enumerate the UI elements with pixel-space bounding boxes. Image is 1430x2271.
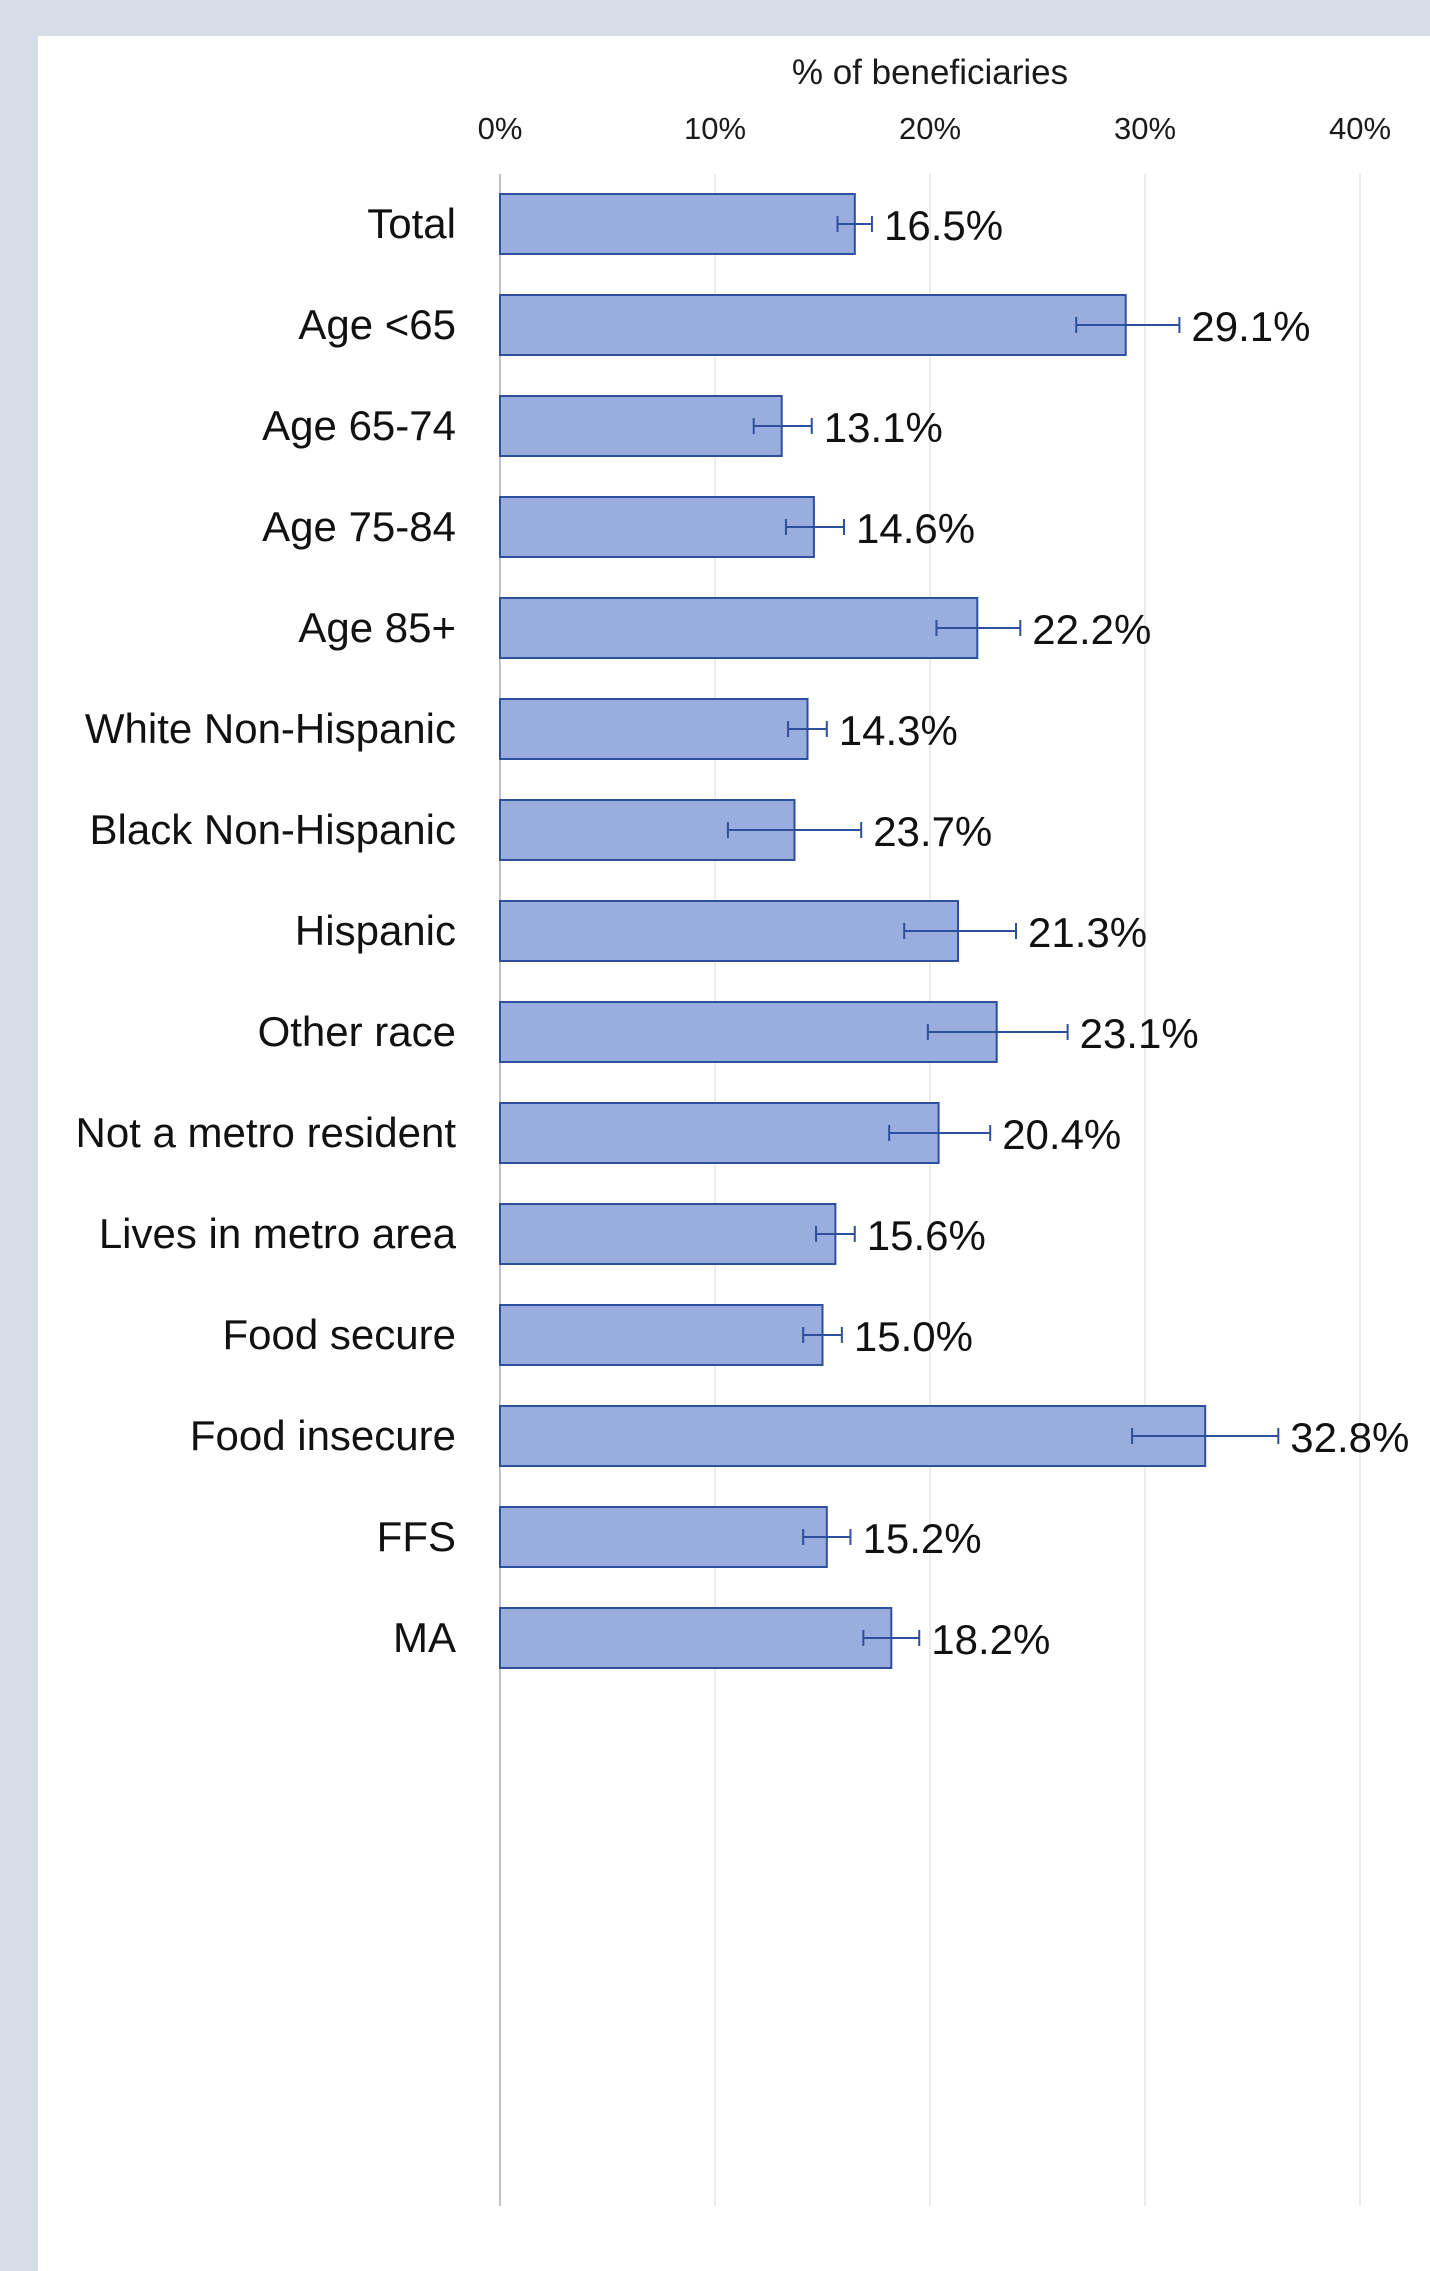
error-bar-age-85 (935, 620, 1022, 636)
category-label-other-race: Other race (258, 1008, 456, 1055)
bar-ma (499, 1607, 893, 1669)
category-label-not-a-metro-resident: Not a metro resident (75, 1109, 456, 1156)
category-label-age-65-74: Age 65-74 (262, 402, 456, 449)
error-bar-age-65 (1075, 317, 1181, 333)
error-bar-food-insecure (1131, 1428, 1280, 1444)
chart-panel: % of beneficiaries 0% 10% 20% 30% 40% Total A… (38, 36, 1430, 2271)
bar-age-65 (499, 294, 1127, 356)
bar-food-insecure (499, 1405, 1207, 1467)
bar-food-secure (499, 1304, 824, 1366)
value-label-black-non-hispanic: 23.7% (873, 808, 992, 855)
category-label-lives-in-metro-area: Lives in metro area (99, 1210, 457, 1257)
value-label-other-race: 23.1% (1080, 1010, 1199, 1057)
bar-age-85 (499, 597, 979, 659)
category-labels: Total Age <65 Age 65-74 Age 75-84 Age 85+ Whi… (75, 200, 456, 1661)
x-axis-ticks: 0% 10% 20% 30% 40% (478, 111, 1391, 146)
category-label-total: Total (367, 200, 456, 247)
category-label-ma: MA (393, 1614, 456, 1661)
bar-not-a-metro-resident (499, 1102, 940, 1164)
error-bar-ffs (802, 1529, 852, 1545)
value-label-white-non-hispanic: 14.3% (839, 707, 958, 754)
value-label-lives-in-metro-area: 15.6% (867, 1212, 986, 1259)
value-label-age-65-74: 13.1% (824, 404, 943, 451)
bar-age-65-74 (499, 395, 783, 457)
value-label-ma: 18.2% (931, 1616, 1050, 1663)
error-bars (726, 216, 1280, 1646)
value-label-hispanic: 21.3% (1028, 909, 1147, 956)
error-bar-not-a-metro-resident (888, 1125, 992, 1141)
x-tick-label: 40% (1329, 111, 1391, 146)
bar-ffs (499, 1506, 828, 1568)
error-bar-age-65-74 (752, 418, 813, 434)
value-label-ffs: 15.2% (863, 1515, 982, 1562)
value-label-age-65: 29.1% (1191, 303, 1310, 350)
category-label-food-insecure: Food insecure (190, 1412, 456, 1459)
value-label-food-secure: 15.0% (854, 1313, 973, 1360)
x-tick-label: 20% (899, 111, 961, 146)
value-label-total: 16.5% (884, 202, 1003, 249)
error-bar-other-race (926, 1024, 1069, 1040)
category-label-age-65: Age <65 (298, 301, 456, 348)
bar-white-non-hispanic (499, 698, 809, 760)
category-label-black-non-hispanic: Black Non-Hispanic (90, 806, 456, 853)
category-label-age-75-84: Age 75-84 (262, 503, 456, 550)
bar-chart: % of beneficiaries 0% 10% 20% 30% 40% Total A… (75, 53, 1410, 2206)
x-tick-label: 30% (1114, 111, 1176, 146)
bar-total (499, 193, 856, 255)
category-label-ffs: FFS (377, 1513, 456, 1560)
bars (499, 193, 1207, 1669)
error-bar-black-non-hispanic (726, 822, 863, 838)
error-bar-ma (862, 1630, 921, 1646)
error-bar-lives-in-metro-area (815, 1226, 856, 1242)
value-label-age-85: 22.2% (1032, 606, 1151, 653)
bar-lives-in-metro-area (499, 1203, 837, 1265)
value-label-age-75-84: 14.6% (856, 505, 975, 552)
x-tick-label: 0% (478, 111, 523, 146)
bar-hispanic (499, 900, 959, 962)
x-tick-label: 10% (684, 111, 746, 146)
category-label-white-non-hispanic: White Non-Hispanic (85, 705, 456, 752)
category-label-food-secure: Food secure (223, 1311, 456, 1358)
error-bar-total (836, 216, 873, 232)
error-bar-age-75-84 (784, 519, 845, 535)
gridlines (499, 174, 1361, 2206)
value-label-food-insecure: 32.8% (1290, 1414, 1409, 1461)
value-label-not-a-metro-resident: 20.4% (1002, 1111, 1121, 1158)
error-bar-food-secure (802, 1327, 843, 1343)
error-bar-white-non-hispanic (787, 721, 828, 737)
bar-other-race (499, 1001, 998, 1063)
bar-age-75-84 (499, 496, 815, 558)
x-axis-title: % of beneficiaries (792, 53, 1068, 92)
category-label-hispanic: Hispanic (295, 907, 456, 954)
category-label-age-85: Age 85+ (298, 604, 456, 651)
error-bar-hispanic (903, 923, 1017, 939)
value-labels: 16.5% 29.1% 13.1% 14.6% 22.2% 14.3% 23.7% 21.3%… (824, 202, 1410, 1663)
